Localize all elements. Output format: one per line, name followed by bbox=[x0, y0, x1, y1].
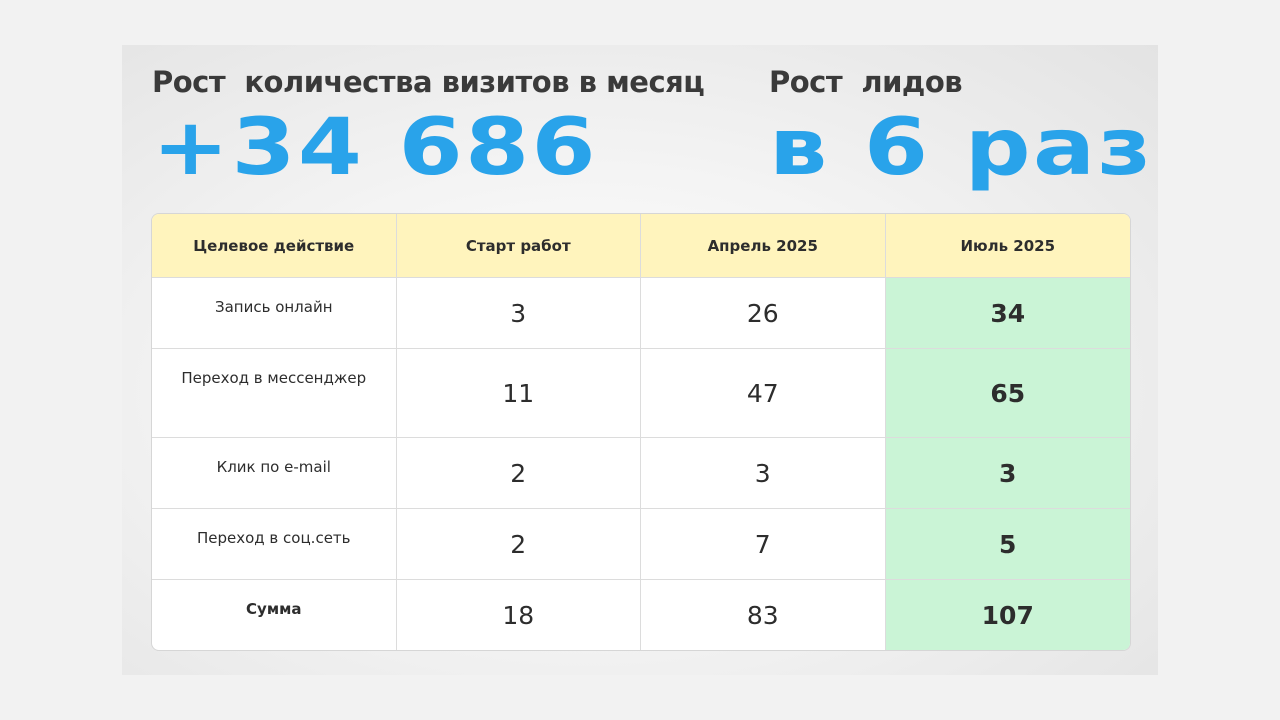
results-table: Целевое действие Старт работ Апрель 2025 Ию… bbox=[151, 213, 1131, 651]
row-label: Переход в соц.сеть bbox=[152, 509, 397, 580]
value-cell: 34 bbox=[885, 278, 1130, 349]
table-row: Запись онлайн 3 26 34 bbox=[152, 278, 1130, 349]
stat-label: Рост лидов bbox=[769, 65, 963, 99]
stat-value: +34 686 bbox=[152, 103, 598, 193]
row-label: Запись онлайн bbox=[152, 278, 397, 349]
value-cell: 83 bbox=[641, 580, 886, 650]
header-cell: Апрель 2025 bbox=[641, 214, 886, 278]
value-cell: 7 bbox=[641, 509, 886, 580]
value-cell: 18 bbox=[397, 580, 641, 650]
row-label: Клик по e-mail bbox=[152, 438, 397, 509]
slide: Рост количества визитов в месяц +34 686 … bbox=[122, 45, 1158, 675]
header-cell: Старт работ bbox=[396, 214, 641, 278]
value-cell: 3 bbox=[396, 278, 641, 349]
header-cell: Целевое действие bbox=[152, 214, 397, 278]
value-cell: 65 bbox=[885, 349, 1130, 438]
header-cell: Июль 2025 bbox=[885, 214, 1130, 278]
value-cell: 107 bbox=[885, 580, 1130, 650]
value-cell: 5 bbox=[885, 509, 1130, 580]
stat-label: Рост количества визитов в месяц bbox=[152, 65, 705, 99]
value-cell: 3 bbox=[885, 438, 1130, 509]
stat-visits: Рост количества визитов в месяц +34 686 bbox=[152, 65, 705, 193]
value-cell: 11 bbox=[396, 349, 641, 438]
value-cell: 3 bbox=[641, 438, 886, 509]
row-label: Сумма bbox=[152, 580, 397, 650]
table-row: Переход в соц.сеть 2 7 5 bbox=[152, 509, 1130, 580]
header-row: Целевое действие Старт работ Апрель 2025 Ию… bbox=[152, 214, 1130, 278]
value-cell: 26 bbox=[641, 278, 886, 349]
stat-value: в 6 раз bbox=[769, 103, 1154, 193]
table-row: Клик по e-mail 2 3 3 bbox=[152, 438, 1130, 509]
table-row: Сумма 18 83 107 bbox=[152, 580, 1130, 650]
row-label: Переход в мессенджер bbox=[152, 349, 397, 438]
value-cell: 47 bbox=[641, 349, 886, 438]
value-cell: 2 bbox=[396, 509, 641, 580]
stat-leads: Рост лидов в 6 раз bbox=[769, 65, 1151, 193]
value-cell: 2 bbox=[396, 438, 641, 509]
table-row: Переход в мессенджер 11 47 65 bbox=[152, 349, 1130, 438]
